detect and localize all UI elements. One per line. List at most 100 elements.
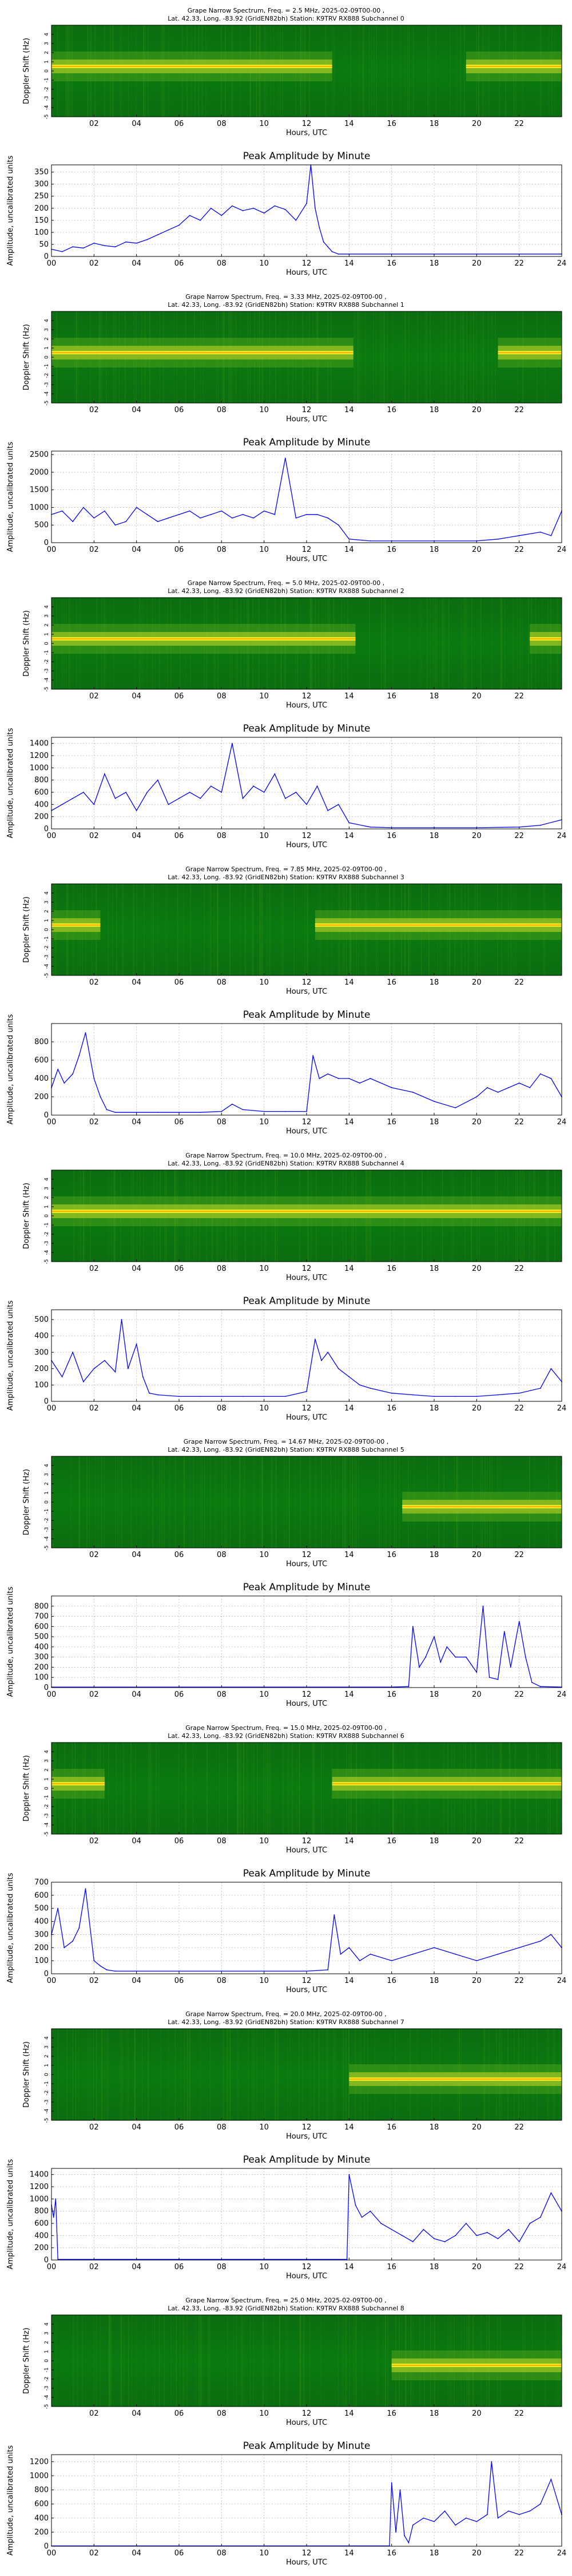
noise-streak bbox=[150, 1743, 151, 1834]
noise-streak bbox=[176, 2315, 177, 2407]
noise-streak bbox=[418, 598, 420, 689]
noise-streak bbox=[300, 2315, 301, 2407]
noise-streak bbox=[396, 1456, 397, 1548]
spectrum-xtick-label: 14 bbox=[344, 2409, 354, 2418]
amplitude-point bbox=[510, 1666, 511, 1668]
spectrum-ytick-label: -1 bbox=[44, 650, 50, 655]
signal-core bbox=[332, 1783, 562, 1784]
amplitude-ytick-label: 600 bbox=[34, 2219, 49, 2228]
spectrum-xtick-label: 12 bbox=[302, 1551, 312, 1559]
spectrum-xtick-label: 16 bbox=[387, 1265, 396, 1273]
noise-streak bbox=[227, 1743, 228, 1834]
noise-streak bbox=[345, 2315, 346, 2407]
amplitude-xtick-label: 08 bbox=[217, 832, 227, 840]
spectrum-xtick-label: 18 bbox=[430, 406, 439, 414]
noise-streak bbox=[237, 1743, 238, 1834]
spectrum-ylabel: Doppler Shift (Hz) bbox=[22, 1755, 31, 1822]
noise-streak bbox=[229, 884, 231, 975]
noise-streak bbox=[261, 1456, 263, 1548]
spectrum-xtick-label: 04 bbox=[132, 978, 141, 987]
noise-streak bbox=[345, 2029, 347, 2120]
spectrum-xtick-label: 16 bbox=[387, 406, 396, 414]
amplitude-ytick-label: 400 bbox=[34, 1074, 49, 1083]
noise-streak bbox=[199, 2315, 201, 2407]
noise-streak bbox=[158, 1743, 160, 1834]
amplitude-point bbox=[508, 2510, 509, 2512]
amplitude-point bbox=[85, 1888, 86, 1890]
amplitude-ytick-label: 0 bbox=[44, 252, 49, 261]
noise-streak bbox=[352, 1456, 353, 1548]
amplitude-ytick-label: 100 bbox=[34, 1957, 49, 1965]
noise-streak bbox=[271, 1456, 273, 1548]
noise-streak bbox=[283, 1456, 285, 1548]
amplitude-point bbox=[337, 1078, 339, 1079]
spectrum-xtick-label: 08 bbox=[217, 406, 227, 414]
spectrum-ytick-label: 2 bbox=[44, 2341, 50, 2344]
amplitude-xtick-label: 02 bbox=[89, 1690, 99, 1699]
amplitude-ylabel: Amplitude, uncalibrated units bbox=[6, 2445, 15, 2555]
noise-streak bbox=[476, 311, 477, 403]
spectrum-xlabel: Hours, UTC bbox=[286, 415, 327, 424]
noise-streak bbox=[417, 311, 419, 403]
noise-streak bbox=[178, 1743, 180, 1834]
noise-streak bbox=[299, 1743, 300, 1834]
amplitude-ytick-label: 400 bbox=[34, 1918, 49, 1926]
noise-streak bbox=[326, 2029, 328, 2120]
spectrum-title-line2: Lat. 42.33, Long. -83.92 (GridEN82bh) St… bbox=[168, 301, 404, 309]
noise-streak bbox=[310, 1456, 311, 1548]
amplitude-xtick-label: 18 bbox=[430, 1118, 439, 1127]
amplitude-title: Peak Amplitude by Minute bbox=[243, 1582, 371, 1593]
noise-streak bbox=[345, 2029, 347, 2120]
noise-streak bbox=[349, 1456, 351, 1548]
amplitude-xtick-label: 06 bbox=[174, 2549, 184, 2558]
amplitude-point bbox=[550, 535, 552, 536]
amplitude-point bbox=[446, 1646, 448, 1647]
amplitude-ytick-label: 400 bbox=[34, 1332, 49, 1341]
spectrum-ytick-label: -2 bbox=[44, 87, 50, 92]
noise-streak bbox=[471, 598, 472, 689]
noise-streak bbox=[380, 598, 382, 689]
noise-streak bbox=[247, 1743, 248, 1834]
amplitude-point bbox=[539, 1686, 541, 1688]
noise-streak bbox=[243, 1743, 244, 1834]
amplitude-ytick-label: 200 bbox=[34, 2244, 49, 2253]
noise-streak bbox=[256, 2029, 257, 2120]
spectrum-ytick-label: 3 bbox=[44, 42, 50, 45]
spectrum-ytick-label: 4 bbox=[44, 1464, 50, 1467]
amplitude-xtick-label: 16 bbox=[387, 832, 396, 840]
amplitude-point bbox=[327, 1073, 329, 1074]
amplitude-ylabel: Amplitude, uncalibrated units bbox=[6, 2159, 15, 2269]
amplitude-xtick-label: 10 bbox=[259, 2549, 269, 2558]
amplitude-point bbox=[482, 1605, 484, 1607]
noise-streak bbox=[337, 1456, 339, 1548]
amplitude-point bbox=[263, 510, 265, 512]
noise-streak bbox=[333, 2029, 335, 2120]
amplitude-point bbox=[284, 209, 286, 210]
noise-streak bbox=[189, 2029, 190, 2120]
spectrum-ytick-label: 0 bbox=[44, 1500, 50, 1504]
amplitude-chart-3: Peak Amplitude by Minute 0 200 400 600 800 00 0… bbox=[6, 1009, 566, 1136]
amplitude-ytick-label: 200 bbox=[34, 204, 49, 213]
spectrum-xtick-label: 18 bbox=[430, 692, 439, 701]
amplitude-point bbox=[127, 1368, 129, 1369]
amplitude-point bbox=[136, 1344, 137, 1345]
noise-streak bbox=[98, 1456, 99, 1548]
amplitude-chart-2: Peak Amplitude by Minute0200400600800100… bbox=[6, 723, 566, 850]
noise-streak bbox=[342, 2029, 344, 2120]
spectrum-xtick-label: 02 bbox=[89, 2123, 99, 2132]
spectrum-ytick-label: -5 bbox=[44, 401, 50, 406]
noise-streak bbox=[154, 2315, 156, 2407]
amplitude-point bbox=[295, 792, 297, 793]
noise-streak bbox=[471, 311, 472, 403]
noise-streak bbox=[229, 2029, 231, 2120]
noise-streak bbox=[266, 884, 268, 975]
amplitude-point bbox=[391, 2482, 392, 2484]
amplitude-xtick-label: 22 bbox=[514, 259, 524, 268]
noise-streak bbox=[262, 1456, 263, 1548]
noise-streak bbox=[441, 311, 442, 403]
spectrum-xtick-label: 22 bbox=[514, 978, 524, 987]
spectrum-ytick-label: -1 bbox=[44, 1509, 50, 1514]
noise-streak bbox=[73, 2315, 74, 2407]
spectrum-ytick-label: 0 bbox=[44, 642, 50, 645]
noise-streak bbox=[405, 311, 406, 403]
